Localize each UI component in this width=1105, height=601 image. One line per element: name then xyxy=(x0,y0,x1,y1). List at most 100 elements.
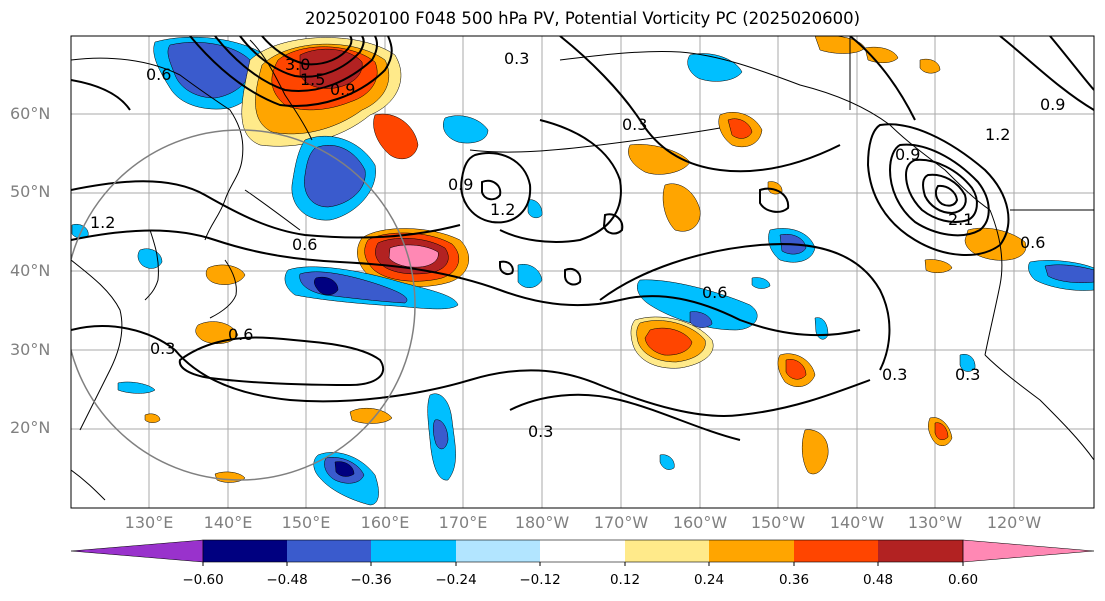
contour-east-low-b xyxy=(904,158,978,223)
anomaly-negative-tropical-a-core xyxy=(432,419,449,450)
colorbar-extend-high xyxy=(962,539,1095,563)
anomaly-positive-hawaii-north-core xyxy=(644,327,693,356)
lat-label-50n: 50°N xyxy=(10,182,51,201)
contour-label-0-3-far-east: 0.3 xyxy=(955,365,980,384)
contour-okhotsk-b xyxy=(239,36,365,78)
contour-small-loop-a xyxy=(602,213,624,235)
contour-east-low-outer xyxy=(866,123,1010,256)
contour-label-0-6-jet: 0.6 xyxy=(292,235,317,254)
colorbar xyxy=(70,539,1095,566)
colorbar-bin-9 xyxy=(878,540,963,562)
lon-label-130w: 130°W xyxy=(907,513,963,532)
colorbar-tick-label: −0.12 xyxy=(519,572,561,588)
coast-us-west xyxy=(984,209,1003,356)
contour-label-0-9-low: 0.9 xyxy=(448,175,473,194)
anomaly-positive-east-pac-d xyxy=(801,429,829,475)
anomaly-positive-canada-small xyxy=(919,58,941,74)
pv-contours xyxy=(71,36,1094,441)
lon-label-140w: 140°W xyxy=(829,513,885,532)
anomaly-positive-south-japan xyxy=(195,321,239,344)
anomaly-positive-central-peak xyxy=(388,244,439,268)
colorbar-tick-label: −0.24 xyxy=(435,572,477,588)
contour-label-1-5: 1.5 xyxy=(300,70,325,89)
lat-label-60n: 60°N xyxy=(10,104,51,123)
lat-label-30n: 30°N xyxy=(10,340,51,359)
colorbar-tick-label: 0.36 xyxy=(778,572,810,588)
contour-label-1-2-low: 1.2 xyxy=(490,200,515,219)
lat-label-20n: 20°N xyxy=(10,418,51,437)
anomaly-positive-bc-coast xyxy=(964,227,1027,261)
colorbar-frame xyxy=(202,539,964,563)
lon-label-180w: 180°W xyxy=(514,513,570,532)
contour-okhotsk-outer xyxy=(189,36,393,107)
contour-northeast-b xyxy=(1049,36,1094,91)
lon-label-120w: 120°W xyxy=(986,513,1042,532)
coast-aleutians xyxy=(469,127,721,153)
contour-label-0-9-yukon: 0.9 xyxy=(895,145,920,164)
colorbar-tick-label: 0.24 xyxy=(693,572,725,588)
contour-label-0-9-east: 0.9 xyxy=(1040,95,1065,114)
contour-label-0-6-east: 0.6 xyxy=(702,283,727,302)
anomaly-positive-alaska-pen xyxy=(628,144,691,175)
anomaly-negative-us-west-core xyxy=(1044,264,1094,283)
anomaly-negative-japan-west xyxy=(137,248,163,269)
reference-circle xyxy=(71,129,416,481)
lon-label-160w: 160°W xyxy=(672,513,728,532)
colorbar-bin-8 xyxy=(794,540,878,562)
contour-label-0-9: 0.9 xyxy=(330,80,355,99)
lon-label-160e: 160°E xyxy=(360,513,410,532)
contour-small-loop-b xyxy=(564,268,582,286)
colorbar-tick-label: −0.48 xyxy=(266,572,308,588)
contour-small-loop-d xyxy=(759,187,790,213)
anomaly-negative-alaska-south xyxy=(637,279,758,331)
contour-label-1-2-east: 1.2 xyxy=(985,125,1010,144)
contour-label-0-3-sw: 0.3 xyxy=(150,339,175,358)
lon-label-170w: 170°W xyxy=(593,513,649,532)
contour-label-0-6-bc: 0.6 xyxy=(1020,233,1045,252)
lon-label-170e: 170°E xyxy=(438,513,488,532)
anomaly-positive-gulf-alaska xyxy=(662,183,701,232)
colorbar-bin-4 xyxy=(456,540,540,562)
contour-north-far-east xyxy=(999,36,1094,111)
colorbar-bin-2 xyxy=(287,540,371,562)
contour-midpac-a xyxy=(499,119,622,243)
coast-kurils xyxy=(244,189,301,231)
anomaly-negative-tropical-b-peak xyxy=(334,461,355,477)
anomaly-positive-tropical-c xyxy=(349,407,393,424)
anomaly-negative-taiwan xyxy=(117,381,156,394)
coast-japan xyxy=(209,259,237,319)
colorbar-bin-7 xyxy=(709,540,794,562)
anomaly-positive-baja xyxy=(924,259,953,273)
map-title: 2025020100 F048 500 hPa PV, Potential Vo… xyxy=(304,9,861,28)
contour-east-low-c xyxy=(922,173,967,215)
anomaly-negative-sakhalin-core xyxy=(304,144,366,208)
colorbar-tick-label: −0.36 xyxy=(350,572,392,588)
colorbar-extend-low xyxy=(70,539,204,563)
anomaly-positive-alaska-core xyxy=(727,118,753,139)
lon-label-150e: 150°E xyxy=(281,513,331,532)
anomaly-positive-east-pac-c-core xyxy=(934,422,949,441)
contour-south-wide xyxy=(71,325,871,417)
colorbar-tick-label: 0.48 xyxy=(862,572,894,588)
colorbar-bin-5 xyxy=(540,540,625,562)
contour-north-east xyxy=(849,36,916,121)
contour-okhotsk-a xyxy=(214,36,378,92)
anomaly-negative-tropical-f xyxy=(527,199,543,219)
coast-kamchatka xyxy=(249,39,313,141)
coast-alaska xyxy=(559,51,891,126)
contour-label-3-0: 3.0 xyxy=(285,55,310,74)
contour-west-wave xyxy=(71,180,461,239)
contour-east-low-d xyxy=(934,184,959,207)
contour-label-0-3-north: 0.3 xyxy=(504,49,529,68)
contour-west-coast-loop xyxy=(71,79,131,111)
map-frame xyxy=(70,35,1095,509)
colorbar-tick-label: 0.60 xyxy=(947,572,979,588)
contour-gulf-arc xyxy=(599,243,891,371)
contour-small-loop-c xyxy=(499,260,514,276)
anomaly-positive-tropical-e xyxy=(144,413,161,423)
contour-label-0-3-east: 0.3 xyxy=(882,365,907,384)
anomaly-negative-tropical-h xyxy=(659,454,675,470)
lat-label-40n: 40°N xyxy=(10,261,51,280)
colorbar-bin-3 xyxy=(371,540,456,562)
coast-asia-north xyxy=(71,57,244,241)
